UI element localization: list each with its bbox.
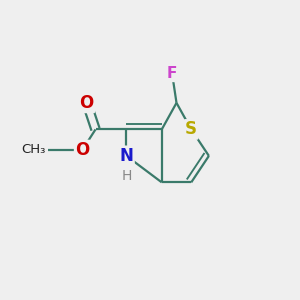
Text: O: O: [80, 94, 94, 112]
Text: H: H: [121, 169, 132, 184]
Text: CH₃: CH₃: [21, 143, 46, 157]
Text: F: F: [167, 66, 177, 81]
Text: S: S: [185, 120, 197, 138]
Text: N: N: [119, 147, 134, 165]
Text: O: O: [75, 141, 89, 159]
Text: N: N: [119, 147, 134, 165]
